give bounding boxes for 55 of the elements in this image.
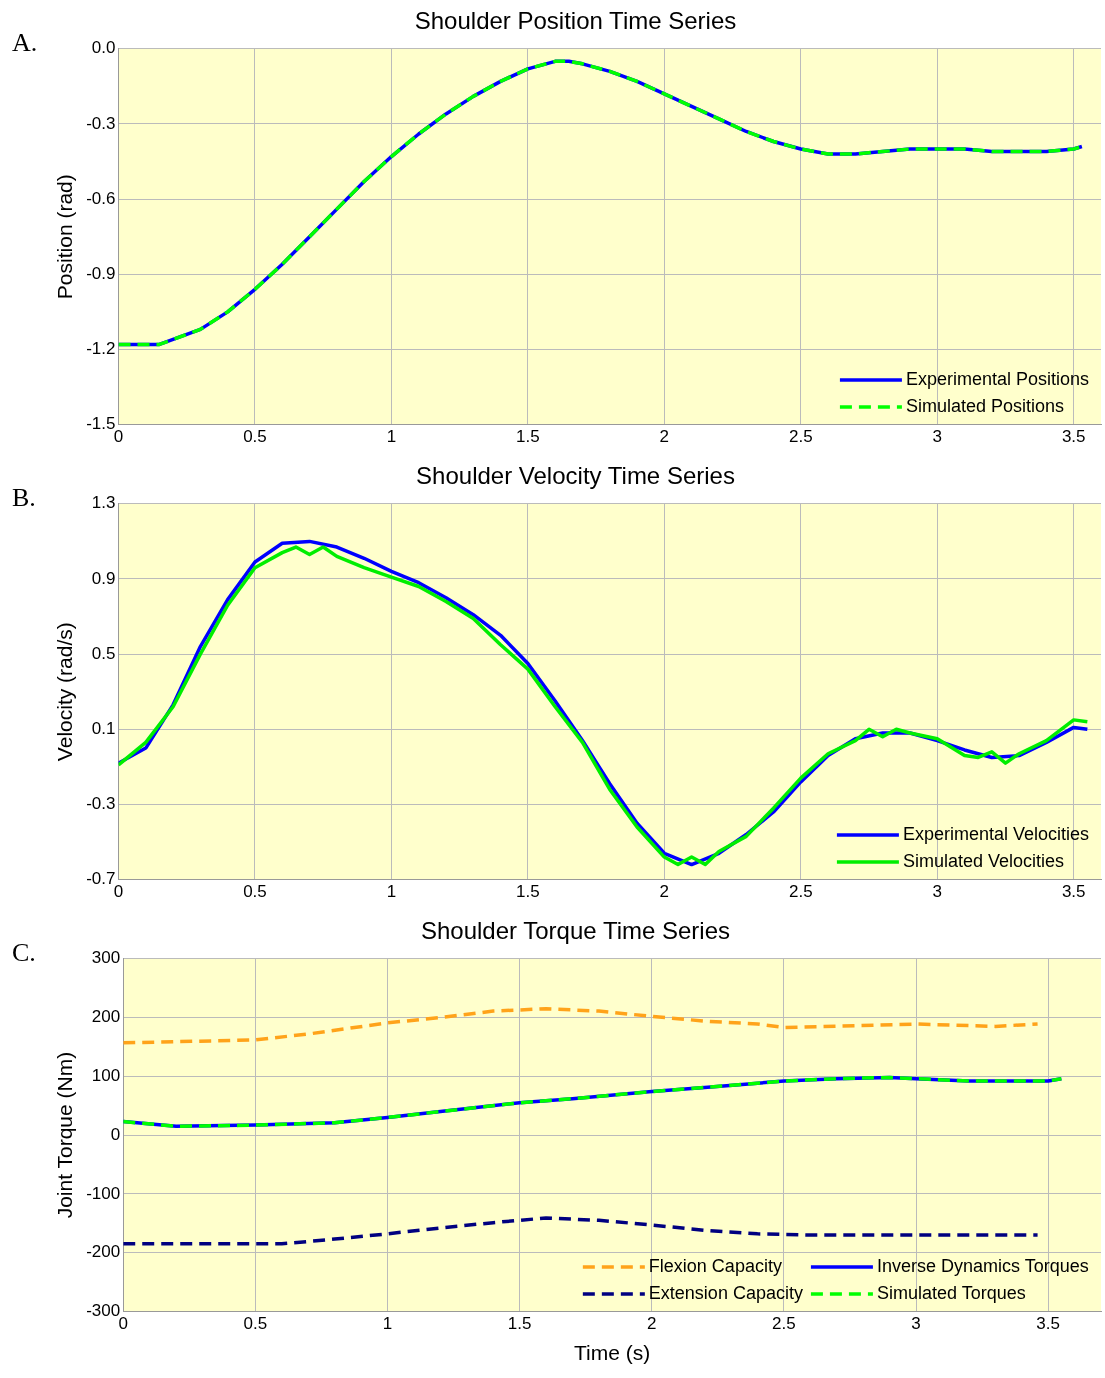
y-tick-label: -0.6 bbox=[86, 188, 116, 208]
text: B. bbox=[12, 483, 36, 513]
x-tick-label: 2.5 bbox=[788, 427, 813, 447]
x-tick-label: 1.5 bbox=[516, 882, 540, 902]
y-tick-label: -0.3 bbox=[86, 794, 116, 814]
y-axis-title: Velocity (rad/s) bbox=[53, 622, 77, 762]
x-tick-label: 0.5 bbox=[243, 1314, 268, 1334]
y-tick-label: -100 bbox=[86, 1183, 121, 1203]
y-tick-label: -0.3 bbox=[86, 113, 116, 133]
x-tick-label: 0.5 bbox=[243, 427, 267, 447]
x-tick-label: 3.5 bbox=[1036, 1314, 1060, 1334]
legend-label: Inverse Dynamics Torques bbox=[876, 1255, 1089, 1276]
y-tick-label: -200 bbox=[86, 1242, 121, 1262]
y-axis-title: Position (rad) bbox=[53, 174, 77, 300]
legend-label: Extension Capacity bbox=[648, 1282, 803, 1303]
x-tick-label: 1 bbox=[386, 882, 397, 902]
x-axis-title: Time (s) bbox=[574, 1341, 651, 1365]
chart-title: Shoulder Position Time Series bbox=[414, 7, 737, 35]
x-tick-label: 2.5 bbox=[788, 882, 813, 902]
x-tick-label: 2 bbox=[659, 882, 670, 902]
y-tick-label: 0.0 bbox=[91, 38, 116, 58]
x-tick-label: 0.5 bbox=[243, 882, 267, 902]
x-tick-label: 1 bbox=[386, 427, 397, 447]
text: A. bbox=[12, 28, 38, 58]
y-tick-label: -0.9 bbox=[86, 263, 116, 283]
y-axis-title: Joint Torque (Nm) bbox=[53, 1051, 77, 1219]
x-tick-label: 1.5 bbox=[516, 427, 540, 447]
legend-label: Simulated Velocities bbox=[902, 851, 1064, 872]
x-tick-label: 2 bbox=[659, 427, 670, 447]
y-tick-label: -1.2 bbox=[86, 339, 116, 359]
x-tick-label: 3 bbox=[932, 427, 942, 447]
x-tick-label: 3 bbox=[932, 882, 942, 902]
x-tick-label: 1.5 bbox=[507, 1314, 532, 1334]
y-tick-label: 0 bbox=[110, 1124, 121, 1144]
x-tick-label: 1 bbox=[382, 1314, 393, 1334]
text: C. bbox=[12, 938, 36, 968]
y-tick-label: 0.1 bbox=[91, 718, 116, 738]
legend-label: Flexion Capacity bbox=[648, 1255, 782, 1276]
legend-label: Experimental Positions bbox=[905, 369, 1090, 390]
x-tick-label: 3 bbox=[911, 1314, 921, 1334]
chart-title: Shoulder Velocity Time Series bbox=[416, 462, 735, 490]
y-tick-label: 100 bbox=[91, 1066, 121, 1086]
y-tick-label: 0.9 bbox=[91, 568, 116, 588]
y-tick-label: 300 bbox=[91, 948, 121, 968]
x-tick-label: 3.5 bbox=[1061, 427, 1086, 447]
x-tick-label: 2 bbox=[647, 1314, 657, 1334]
legend-label: Simulated Torques bbox=[876, 1282, 1026, 1303]
y-tick-label: 200 bbox=[91, 1007, 121, 1027]
x-tick-label: 2.5 bbox=[772, 1314, 796, 1334]
y-tick-label: 0.5 bbox=[91, 643, 116, 663]
y-tick-label: 1.3 bbox=[91, 493, 116, 513]
legend-label: Experimental Velocities bbox=[902, 824, 1089, 845]
x-tick-label: 3.5 bbox=[1061, 882, 1086, 902]
chart-title: Shoulder Torque Time Series bbox=[420, 917, 731, 945]
legend-label: Simulated Positions bbox=[905, 396, 1065, 417]
